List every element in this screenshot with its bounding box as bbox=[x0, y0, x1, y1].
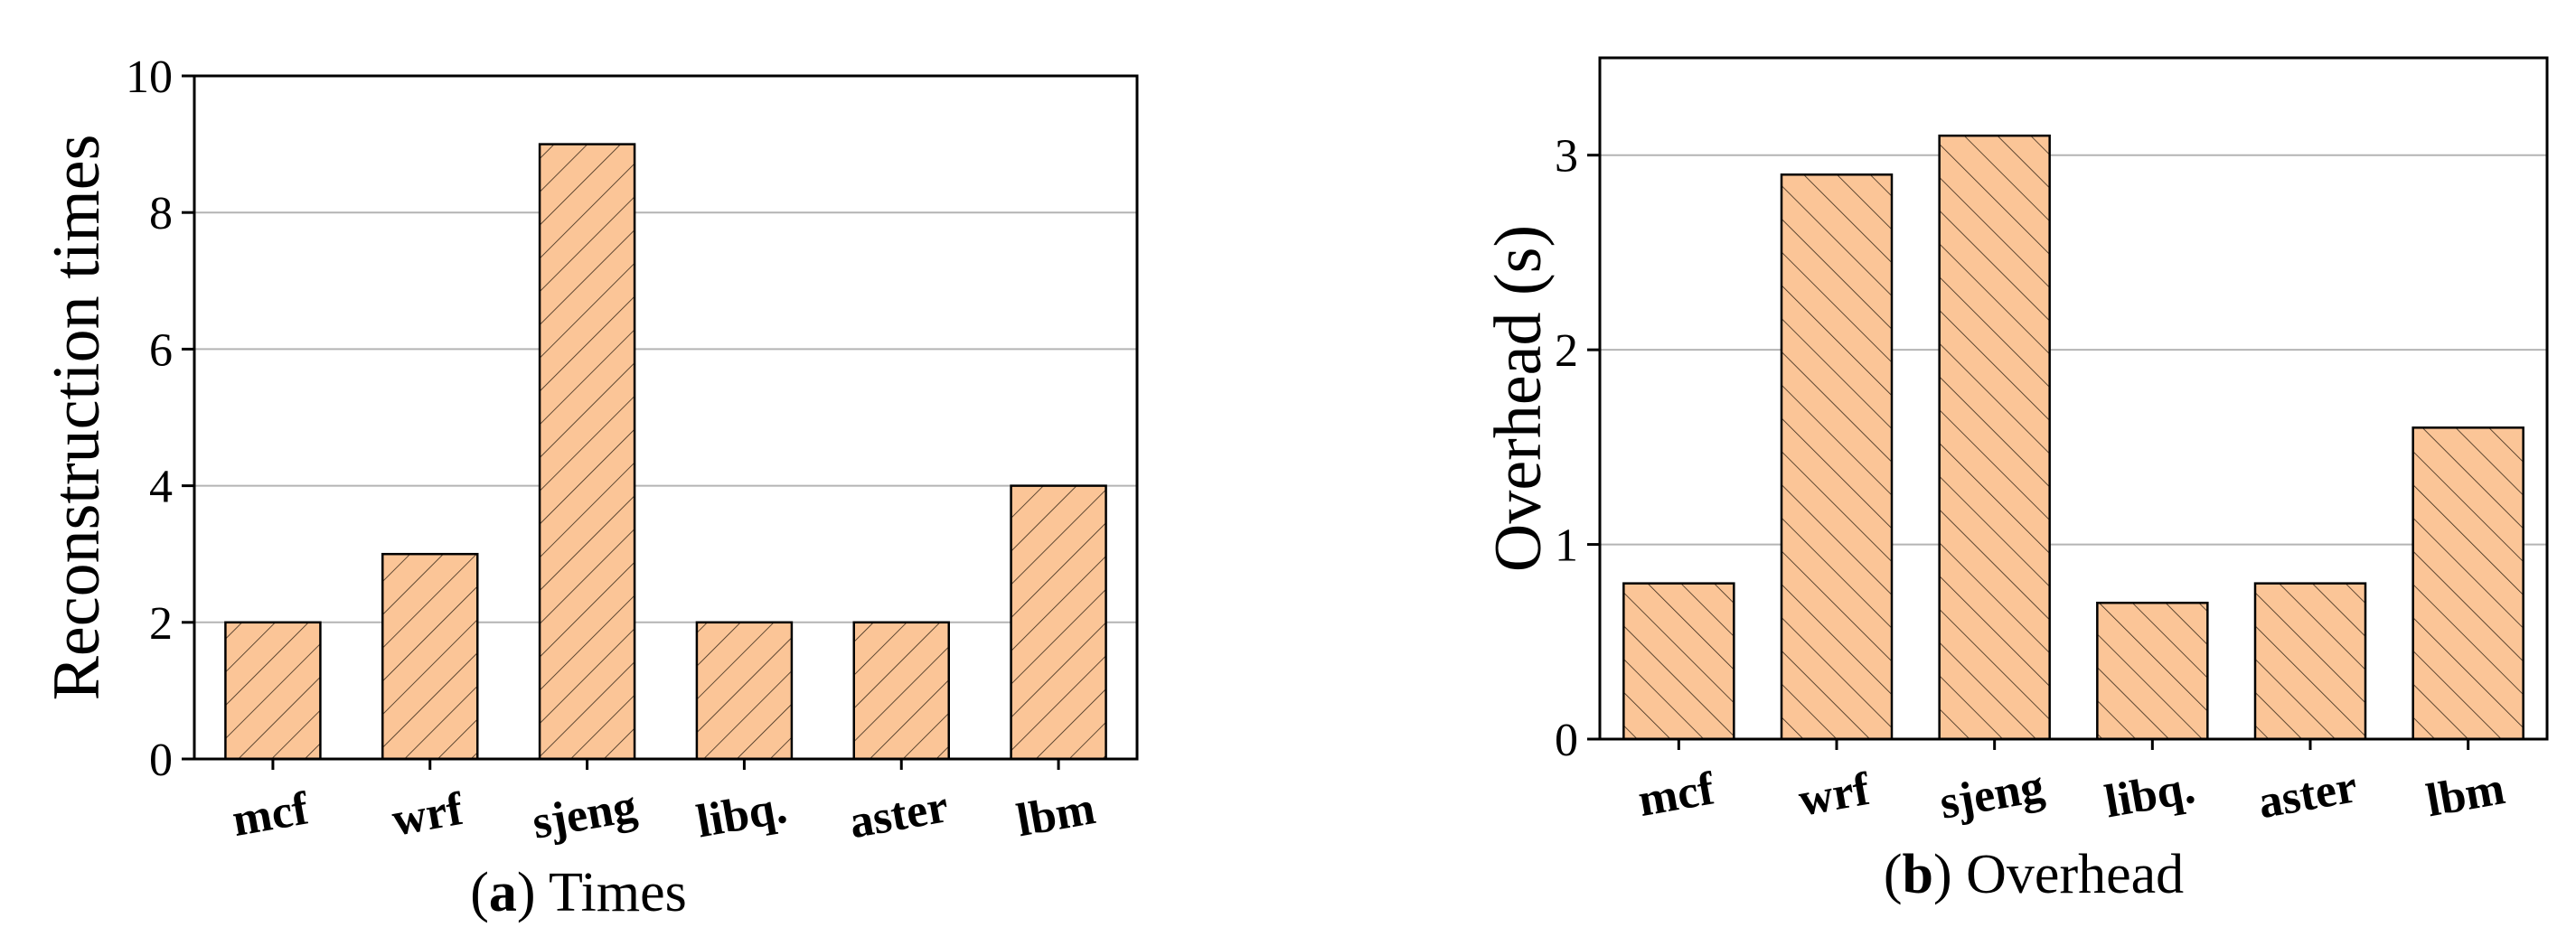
chart-overhead-caption: (b) Overhead bbox=[1884, 844, 2184, 905]
chart-times-x-tick-label: aster bbox=[845, 781, 952, 848]
chart-times-y-tick-label: 10 bbox=[126, 52, 173, 103]
chart-times-y-tick-label: 2 bbox=[149, 598, 173, 650]
chart-times-grid bbox=[194, 211, 1137, 623]
chart-times-y-tick-label: 6 bbox=[149, 324, 173, 376]
chart-overhead-y-axis-label: Overhead (s) bbox=[1481, 225, 1556, 572]
chart-times-x-tick-label: mcf bbox=[229, 782, 313, 847]
chart-times-bar-wrf bbox=[381, 552, 479, 761]
chart-overhead-y-tick-label: 3 bbox=[1555, 131, 1578, 183]
chart-overhead-caption-tag: b bbox=[1903, 844, 1933, 905]
chart-overhead-grid bbox=[1600, 154, 2547, 546]
chart-overhead-bar-lbm bbox=[2411, 426, 2524, 741]
chart-overhead-x-tick-label: mcf bbox=[1634, 763, 1718, 827]
chart-times-bar-sjeng bbox=[538, 143, 636, 761]
chart-overhead-x-tick-label: lbm bbox=[2422, 763, 2508, 827]
chart-overhead-x-tick-label: aster bbox=[2254, 761, 2361, 829]
chart-overhead: 0 1 2 3 mcf wrf sjeng libq. aster lbm Overhead (… bbox=[1481, 56, 2549, 905]
chart-times-y-tick-label: 4 bbox=[149, 462, 173, 513]
chart-times-caption: (a) Times bbox=[470, 862, 686, 923]
chart-times-y-axis-label: Reconstruction times bbox=[40, 135, 114, 701]
chart-times-y-axis: 0 2 4 6 8 10 bbox=[126, 52, 194, 786]
chart-times-y-tick-label: 0 bbox=[149, 735, 173, 786]
chart-times-caption-text: Times bbox=[549, 862, 687, 923]
chart-overhead-y-axis: 0 1 2 3 bbox=[1555, 131, 1600, 766]
chart-overhead-bar-mcf bbox=[1622, 582, 1735, 741]
chart-times-bar-aster bbox=[852, 621, 950, 761]
chart-overhead-x-tick-label: libq. bbox=[2101, 762, 2198, 828]
chart-times-x-tick-label: wrf bbox=[389, 783, 467, 847]
chart-times-bar-lbm bbox=[1010, 484, 1107, 761]
chart-times-x-axis: mcf wrf sjeng libq. aster lbm bbox=[229, 759, 1099, 849]
chart-overhead-x-axis: mcf wrf sjeng libq. aster lbm bbox=[1634, 739, 2508, 829]
chart-times-plot-frame bbox=[193, 74, 1139, 761]
chart-overhead-y-tick-label: 1 bbox=[1555, 520, 1578, 572]
chart-overhead-plot-frame bbox=[1598, 56, 2549, 741]
chart-times-caption-tag: a bbox=[489, 862, 517, 923]
chart-times-bar-mcf bbox=[224, 621, 322, 761]
chart-times: 0 2 4 6 8 10 mcf wrf sjeng libq. aster lbm Reconst… bbox=[40, 52, 1139, 923]
chart-overhead-y-tick-label: 2 bbox=[1555, 325, 1578, 377]
chart-overhead-x-tick-label: sjeng bbox=[1936, 761, 2048, 829]
chart-times-x-tick-label: sjeng bbox=[529, 781, 641, 849]
chart-overhead-caption-text: Overhead bbox=[1966, 844, 2184, 905]
chart-times-bars bbox=[224, 143, 1107, 761]
chart-overhead-bar-libq bbox=[2096, 601, 2209, 741]
chart-overhead-y-tick-label: 0 bbox=[1555, 715, 1578, 766]
chart-times-x-tick-label: lbm bbox=[1013, 782, 1099, 847]
chart-overhead-bar-sjeng bbox=[1938, 134, 2051, 741]
chart-overhead-bar-wrf bbox=[1780, 173, 1894, 741]
chart-times-x-tick-label: libq. bbox=[692, 782, 790, 848]
chart-times-bar-libq bbox=[695, 621, 794, 761]
chart-times-y-tick-label: 8 bbox=[149, 188, 173, 239]
chart-overhead-bars bbox=[1622, 134, 2524, 741]
chart-overhead-bar-aster bbox=[2253, 582, 2367, 741]
chart-overhead-x-tick-label: wrf bbox=[1795, 763, 1874, 827]
